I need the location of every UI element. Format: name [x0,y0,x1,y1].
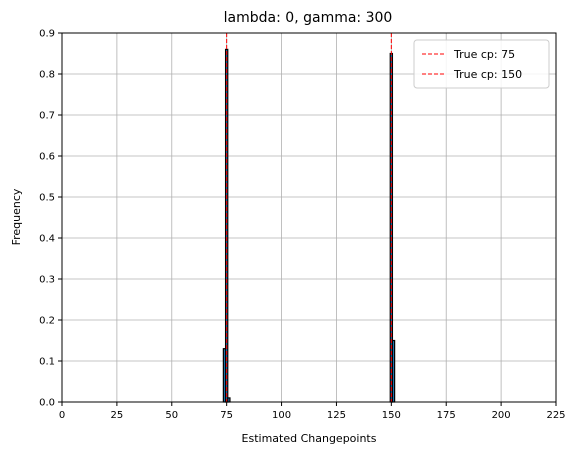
legend-label: True cp: 75 [453,48,515,61]
x-tick-label: 150 [382,410,401,421]
x-tick-label: 225 [546,410,565,421]
y-tick-label: 0.0 [39,398,55,409]
y-tick-label: 0.6 [39,152,55,163]
x-tick-label: 200 [492,410,511,421]
x-axis-label: Estimated Changepoints [242,432,377,445]
x-tick-label: 0 [59,410,65,421]
y-tick-label: 0.4 [39,234,55,245]
x-tick-label: 125 [327,410,346,421]
x-tick-label: 100 [272,410,291,421]
y-tick-label: 0.3 [39,275,55,286]
bars [222,48,396,403]
x-tick-label: 75 [220,410,233,421]
x-tick-label: 175 [437,410,456,421]
reference-lines [226,33,392,402]
legend-label: True cp: 150 [453,68,522,81]
x-tick-label: 25 [111,410,124,421]
chart-title: lambda: 0, gamma: 300 [224,10,393,26]
y-tick-label: 0.2 [39,316,55,327]
x-axis-ticks: 0 25 50 75 100 125 150 175 200 225 [59,402,566,421]
y-tick-label: 0.1 [39,357,55,368]
y-tick-label: 0.8 [39,70,55,81]
legend: True cp: 75 True cp: 150 [413,39,550,89]
y-tick-label: 0.5 [39,193,55,204]
histogram-bar [391,339,396,403]
y-tick-label: 0.7 [39,111,55,122]
y-axis-label: Frequency [10,188,23,245]
legend-box [413,39,550,89]
x-tick-label: 50 [165,410,178,421]
y-tick-label: 0.9 [39,29,55,40]
histogram-bar [227,397,231,403]
y-axis-ticks: 0.0 0.1 0.2 0.3 0.4 0.5 0.6 0.7 0.8 0.9 [39,29,62,409]
plot-frame [61,32,557,403]
